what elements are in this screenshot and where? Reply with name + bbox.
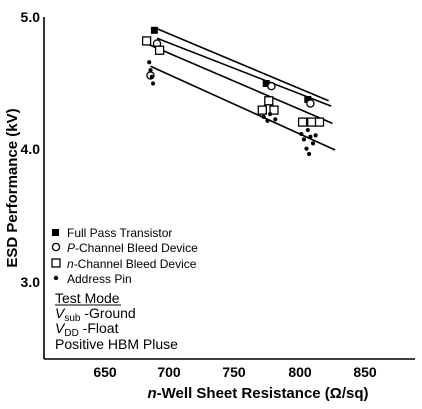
point-address-pin: [307, 151, 312, 157]
point-address-pin: [313, 133, 318, 138]
point-address-pin: [301, 137, 306, 142]
x-tick-label: 750: [222, 364, 246, 380]
x-tick-label: 700: [157, 364, 181, 380]
x-axis-title-text: -Well Sheet Resistance (Ω/sq): [157, 385, 369, 402]
legend: Full Pass Transistor P-Channel Bleed Dev…: [51, 226, 198, 286]
point-address-pin: [148, 68, 153, 73]
y-tick-label: 3.0: [21, 274, 41, 290]
point-n-channel-bleed: [314, 117, 325, 127]
legend-marker-open-square: [51, 258, 61, 268]
y-tick-label: 5.0: [21, 9, 41, 25]
point-n-channel-bleed: [307, 117, 317, 127]
point-address-pin: [261, 114, 266, 119]
point-address-pin: [151, 81, 156, 86]
point-full-pass-transistor: [150, 26, 158, 34]
point-address-pin: [268, 111, 273, 117]
point-n-channel-bleed: [264, 96, 274, 106]
point-full-pass-transistor: [304, 95, 312, 103]
y-tick-label: 4.0: [21, 141, 41, 157]
x-axis-title-var: n: [148, 385, 157, 402]
test-mode-line-vsub: Vsub -Ground: [55, 305, 136, 324]
test-mode-line-hbm: Positive HBM Pluse: [55, 336, 178, 352]
legend-marker-filled-square: [52, 229, 59, 236]
fit-line: [154, 26, 329, 102]
point-address-pin: [299, 131, 304, 137]
point-address-pin: [308, 134, 313, 139]
point-n-channel-bleed: [257, 105, 267, 115]
point-n-channel-bleed: [154, 45, 165, 55]
legend-label: P-Channel Bleed Device: [67, 241, 198, 255]
legend-label: n-Channel Bleed Device: [67, 257, 197, 271]
legend-label: Address Pin: [67, 272, 132, 286]
point-address-pin: [310, 141, 316, 146]
point-address-pin: [149, 74, 154, 79]
fit-line: [150, 65, 336, 151]
point-n-channel-bleed: [297, 117, 308, 127]
test-mode-note: Test Mode Vsub -Ground VDD -Float Positi…: [55, 290, 178, 352]
legend-marker-open-circle: [51, 242, 61, 252]
legend-marker-dot: [53, 275, 59, 281]
test-mode-line-vdd: VDD -Float: [55, 320, 119, 339]
data-points: [141, 26, 325, 157]
point-address-pin: [305, 127, 310, 133]
x-tick-label: 650: [93, 364, 117, 380]
y-axis-title: ESD Performance (kV): [4, 108, 21, 267]
legend-label: Full Pass Transistor: [67, 226, 172, 240]
x-tick-label: 800: [288, 364, 312, 380]
test-mode-heading: Test Mode: [55, 290, 120, 306]
x-tick-label: 850: [353, 364, 377, 380]
point-n-channel-bleed: [141, 36, 152, 46]
point-n-channel-bleed: [269, 105, 279, 115]
point-address-pin: [304, 146, 309, 151]
fit-lines: [146, 26, 336, 151]
point-full-pass-transistor: [262, 80, 270, 87]
point-address-pin: [147, 60, 152, 65]
x-axis-title: n-Well Sheet Resistance (Ω/sq): [148, 385, 369, 402]
point-address-pin: [273, 117, 278, 122]
fit-line: [156, 37, 332, 107]
point-p-channel-bleed: [306, 99, 315, 108]
point-p-channel-bleed: [267, 81, 276, 91]
fit-line: [146, 42, 333, 125]
point-address-pin: [265, 118, 270, 123]
